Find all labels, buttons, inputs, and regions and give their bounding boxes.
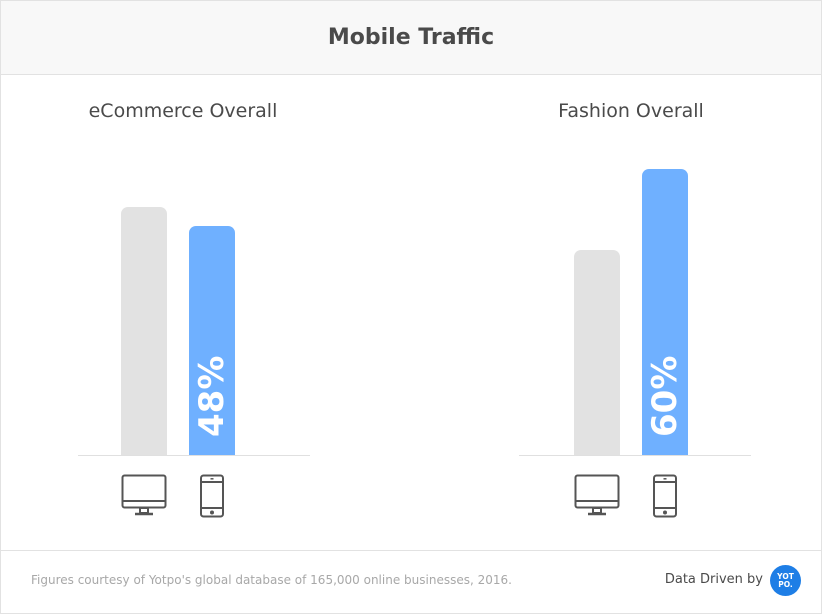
footnote: Figures courtesy of Yotpo's global datab… xyxy=(31,573,512,587)
bar-data-label: 60% xyxy=(645,355,685,437)
chart-title: eCommerce Overall xyxy=(88,100,278,122)
bar-data-label: 48% xyxy=(192,355,232,437)
bar-mobile: 60% xyxy=(642,168,688,455)
smartphone-icon xyxy=(652,474,678,522)
bar-mobile: 48% xyxy=(189,226,235,455)
credit-text: Data Driven by xyxy=(664,572,763,587)
desktop-monitor-icon xyxy=(574,474,620,522)
bar-desktop xyxy=(574,249,620,455)
yotpo-logo: YOT PO. xyxy=(770,565,801,596)
desktop-monitor-icon xyxy=(121,474,167,522)
chart-baseline xyxy=(78,455,310,456)
footer: Figures courtesy of Yotpo's global datab… xyxy=(1,550,821,613)
page-title: Mobile Traffic xyxy=(1,1,821,75)
smartphone-icon xyxy=(199,474,225,522)
chart-title: Fashion Overall xyxy=(558,100,704,122)
bar-desktop xyxy=(121,206,167,455)
chart-baseline xyxy=(519,455,751,456)
